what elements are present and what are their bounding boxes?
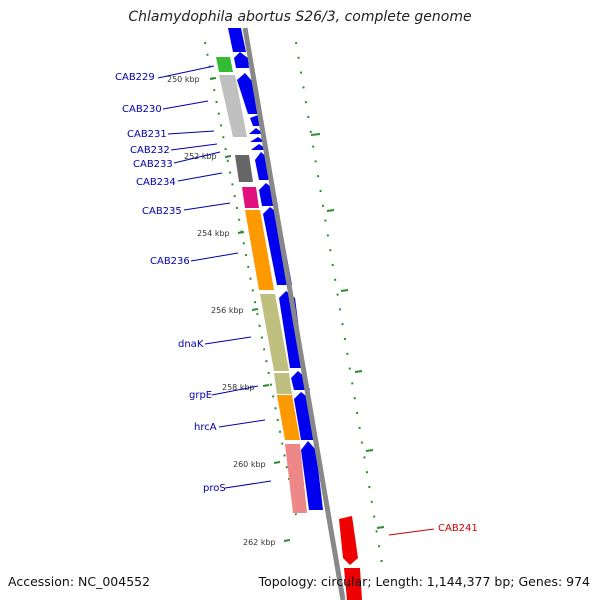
gene-label[interactable]: CAB231 xyxy=(127,129,167,140)
map-title: Chlamydophila abortus S26/3, complete ge… xyxy=(128,9,472,25)
leader-grpe xyxy=(211,385,259,396)
leader-cab234 xyxy=(177,172,223,182)
leader-cab236 xyxy=(190,252,239,262)
outer-tick xyxy=(340,289,349,292)
cog-box-grpe xyxy=(274,373,292,394)
kbp-tick xyxy=(273,461,281,464)
gene-arrow xyxy=(344,568,362,600)
forward-genes xyxy=(228,28,323,510)
kbp-label: 254 kbp xyxy=(197,229,230,238)
kbp-label: 260 kbp xyxy=(233,460,266,469)
cog-box-cab229 xyxy=(216,57,233,72)
kbp-ticks xyxy=(209,77,291,542)
genome-summary-text: Topology: circular; Length: 1,144,377 bp… xyxy=(258,574,590,589)
genome-backbone xyxy=(242,27,346,600)
kbp-tick xyxy=(237,231,245,234)
accession-text: Accession: NC_004552 xyxy=(8,574,151,589)
leader-cab231 xyxy=(167,130,215,135)
kbp-label: 250 kbp xyxy=(167,75,200,84)
inner-tick-dots xyxy=(204,41,297,516)
kbp-tick xyxy=(224,155,232,158)
gene-label[interactable]: dnaK xyxy=(178,339,204,350)
gene-label[interactable]: hrcA xyxy=(194,422,217,433)
cog-box-cab230 xyxy=(219,75,247,137)
cog-box-pros xyxy=(285,444,307,513)
cog-box-cab234 xyxy=(235,155,253,182)
gene-arrow-pros xyxy=(301,441,323,510)
leader-cab235 xyxy=(183,202,231,211)
outer-kbp-ticks xyxy=(310,133,385,529)
inner-tick-ring xyxy=(204,41,297,516)
gene-arrow-cab230 xyxy=(237,73,261,114)
outer-tick xyxy=(365,449,374,452)
cog-box-cab236 xyxy=(245,210,274,290)
gene-label[interactable]: CAB236 xyxy=(150,256,190,267)
gene-label[interactable]: CAB235 xyxy=(142,206,182,217)
leader-cab233 xyxy=(173,151,221,164)
outer-tick xyxy=(326,209,335,212)
leader-dnak xyxy=(204,336,252,345)
outer-tick xyxy=(376,526,385,529)
kbp-tick xyxy=(262,384,270,387)
cog-track xyxy=(216,57,307,513)
kbp-tick xyxy=(209,77,217,80)
gene-arrow-cab229 xyxy=(234,52,249,68)
reverse-genes xyxy=(339,516,362,600)
leader-pros xyxy=(224,480,272,489)
gene-label[interactable]: CAB230 xyxy=(122,104,162,115)
gene-arrow-cab231 xyxy=(249,128,264,134)
gene-arrow-cab241 xyxy=(339,516,358,565)
cog-box-dnak xyxy=(260,294,289,371)
kbp-label: 262 kbp xyxy=(243,538,276,547)
cog-box-cab235 xyxy=(242,187,259,208)
gene-label[interactable]: CAB229 xyxy=(115,72,155,83)
gene-label[interactable]: CAB232 xyxy=(130,145,170,156)
outer-tick xyxy=(354,370,363,373)
gene-arrow xyxy=(228,28,246,52)
kbp-label: 258 kbp xyxy=(222,383,255,392)
gene-label[interactable]: proS xyxy=(203,483,226,494)
kbp-tick xyxy=(283,539,291,542)
leader-cab229 xyxy=(157,65,215,79)
gene-label[interactable]: grpE xyxy=(189,390,212,401)
kbp-label: 256 kbp xyxy=(211,306,244,315)
gene-labels: CAB229 CAB230 CAB231 CAB232 CAB233 CAB23… xyxy=(115,72,478,534)
gene-label[interactable]: CAB241 xyxy=(438,523,478,534)
cog-box-hrca xyxy=(277,395,300,440)
kbp-tick xyxy=(251,308,259,311)
gene-label[interactable]: CAB233 xyxy=(133,159,173,170)
leader-cab232 xyxy=(170,143,218,151)
leader-cab241 xyxy=(388,528,435,536)
gene-label[interactable]: CAB234 xyxy=(136,177,176,188)
outer-tick xyxy=(310,133,321,136)
leader-hrca xyxy=(218,419,266,428)
leader-cab230 xyxy=(162,100,209,110)
label-leaders xyxy=(157,65,435,536)
